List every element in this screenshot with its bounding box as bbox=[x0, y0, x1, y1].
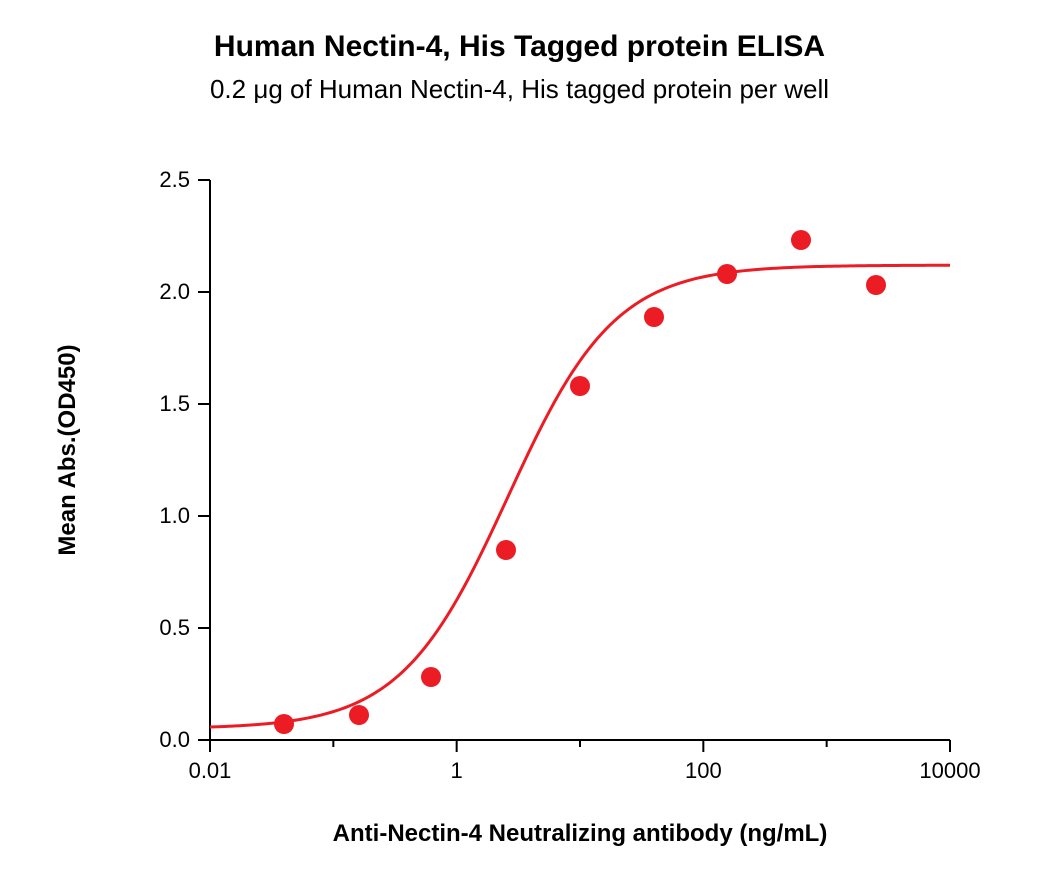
chart-subtitle: 0.2 μg of Human Nectin-4, His tagged pro… bbox=[0, 74, 1039, 105]
elisa-chart: Human Nectin-4, His Tagged protein ELISA… bbox=[0, 0, 1039, 886]
x-tick-label: 100 bbox=[663, 758, 743, 784]
y-tick-label: 2.0 bbox=[130, 279, 190, 305]
y-tick-label: 0.0 bbox=[130, 727, 190, 753]
chart-title-text: Human Nectin-4, His Tagged protein ELISA bbox=[214, 30, 825, 63]
y-axis-label: Mean Abs.(OD450) bbox=[54, 170, 82, 730]
y-tick-label: 1.0 bbox=[130, 503, 190, 529]
y-tick-label: 0.5 bbox=[130, 615, 190, 641]
data-point bbox=[791, 230, 811, 250]
data-point bbox=[496, 540, 516, 560]
fit-curve bbox=[210, 265, 950, 727]
data-point bbox=[274, 714, 294, 734]
x-tick-label: 0.01 bbox=[170, 758, 250, 784]
data-point bbox=[717, 264, 737, 284]
data-point bbox=[644, 307, 664, 327]
subtitle-mu: μ bbox=[253, 74, 268, 104]
data-point bbox=[570, 376, 590, 396]
plot-svg bbox=[210, 180, 950, 740]
subtitle-suffix: g of Human Nectin-4, His tagged protein … bbox=[268, 74, 829, 104]
data-point bbox=[866, 275, 886, 295]
plot-area: 0.00.51.01.52.02.50.01110010000 bbox=[210, 180, 950, 740]
data-point bbox=[421, 667, 441, 687]
x-tick-label: 10000 bbox=[910, 758, 990, 784]
y-tick-label: 1.5 bbox=[130, 391, 190, 417]
y-tick-label: 2.5 bbox=[130, 167, 190, 193]
data-point bbox=[349, 705, 369, 725]
x-tick-label: 1 bbox=[417, 758, 497, 784]
subtitle-prefix: 0.2 bbox=[210, 74, 253, 104]
x-axis-label: Anti-Nectin-4 Neutralizing antibody (ng/… bbox=[210, 820, 950, 848]
chart-title: Human Nectin-4, His Tagged protein ELISA bbox=[0, 30, 1039, 64]
